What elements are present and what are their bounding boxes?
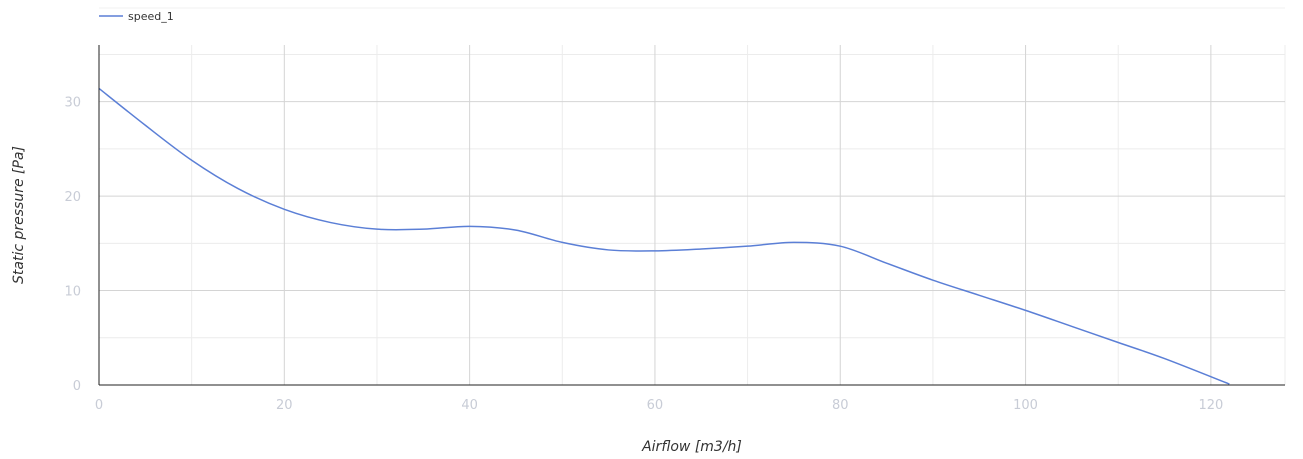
x-tick-label: 120 [1198, 398, 1223, 413]
x-tick-label: 20 [276, 398, 293, 413]
minor-grid [99, 45, 1286, 385]
y-tick-label: 10 [64, 285, 81, 300]
x-tick-label: 80 [832, 398, 849, 413]
x-axis-title: Airflow [m3/h] [641, 439, 742, 455]
series-layer [98, 87, 1230, 385]
x-tick-label: 60 [647, 398, 664, 413]
series-line-speed_1 [98, 87, 1230, 385]
legend: speed_1 [99, 7, 1285, 23]
x-tick-label: 40 [461, 398, 478, 413]
legend-label: speed_1 [128, 10, 174, 23]
y-tick-label: 0 [73, 379, 81, 394]
y-tick-labels: 0 10 20 30 [64, 96, 81, 394]
y-tick-label: 30 [64, 96, 81, 111]
y-tick-label: 20 [64, 190, 81, 205]
x-tick-label: 0 [95, 398, 103, 413]
y-axis-title: Static pressure [Pa] [11, 146, 27, 284]
x-tick-label: 100 [1013, 398, 1038, 413]
major-grid [99, 45, 1285, 385]
x-tick-labels: 0 20 40 60 80 100 120 [95, 398, 1223, 413]
